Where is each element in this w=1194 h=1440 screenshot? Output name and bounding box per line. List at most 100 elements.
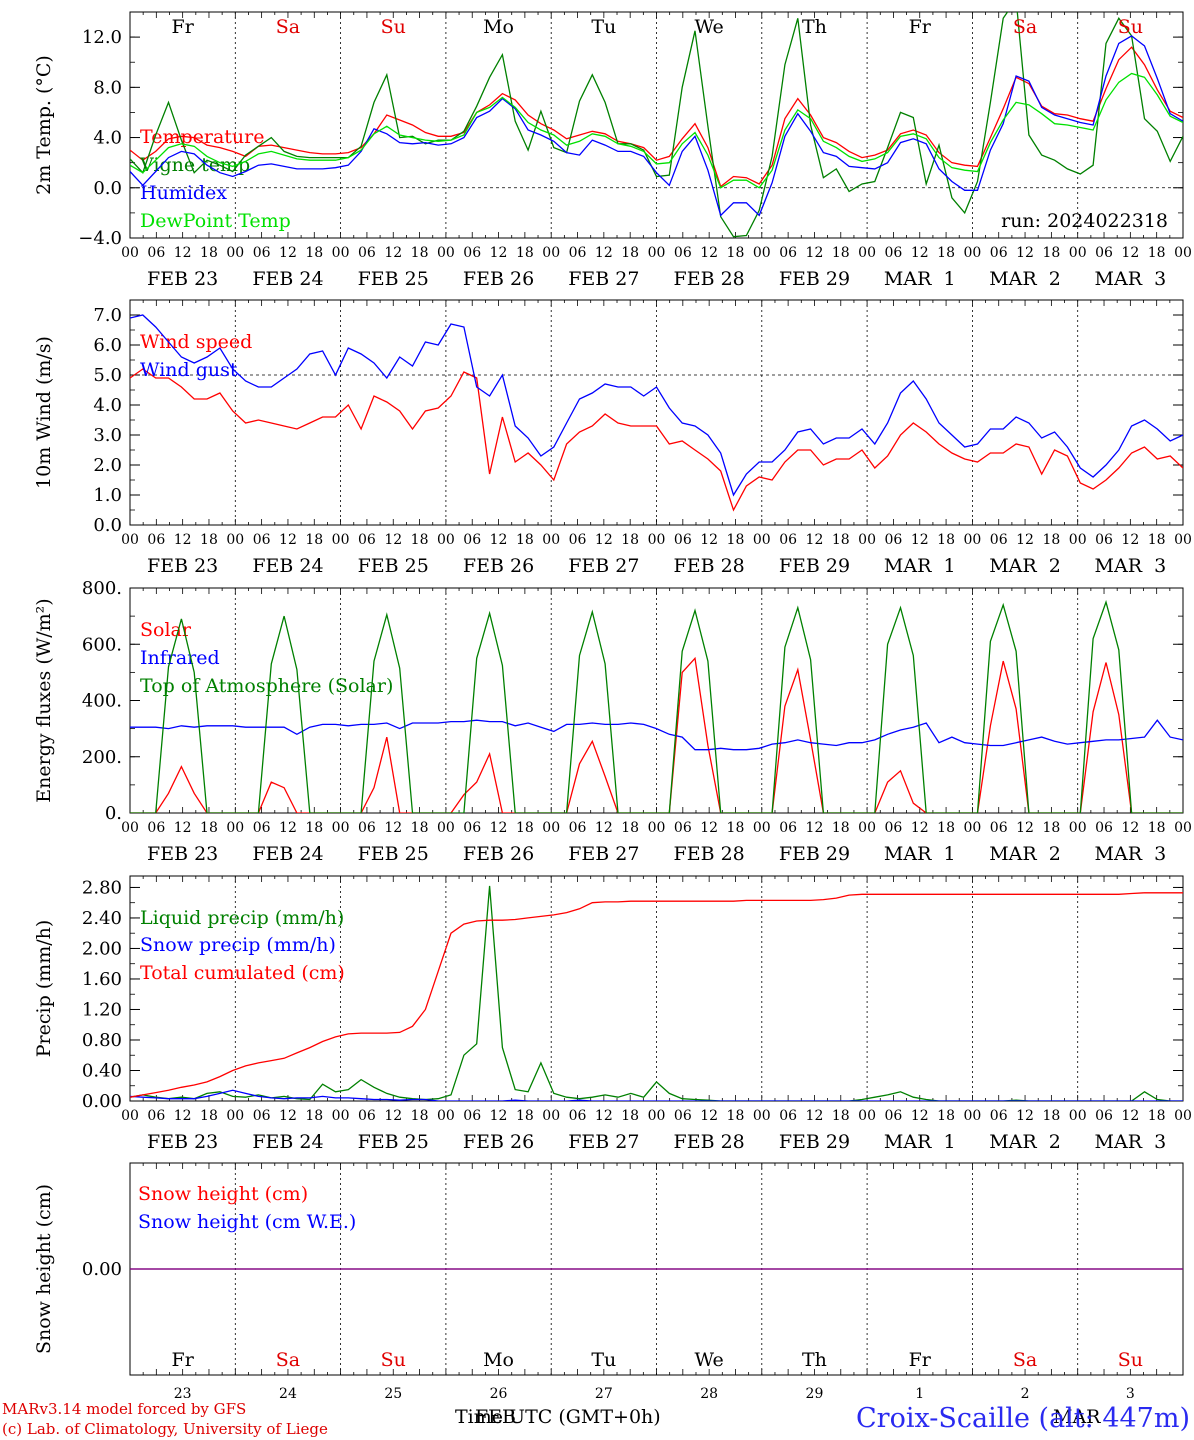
weekday-label: Mo bbox=[483, 1349, 514, 1371]
y-tick-label: 4.0 bbox=[93, 128, 122, 149]
hour-tick-label: 18 bbox=[937, 820, 955, 836]
y-tick-label: 2.40 bbox=[82, 908, 122, 929]
series-line-wind-gust bbox=[130, 314, 1183, 497]
hour-tick-label: 00 bbox=[121, 1108, 139, 1124]
hour-tick-label: 18 bbox=[621, 245, 639, 261]
hour-tick-label: 00 bbox=[121, 820, 139, 836]
day-label: MAR 2 bbox=[989, 843, 1061, 865]
hour-tick-label: 06 bbox=[147, 245, 165, 261]
hour-tick-label: 06 bbox=[674, 532, 692, 548]
hour-tick-label: 00 bbox=[753, 1108, 771, 1124]
hour-tick-label: 06 bbox=[463, 820, 481, 836]
hour-tick-label: 18 bbox=[832, 1108, 850, 1124]
hour-tick-label: 00 bbox=[1174, 1108, 1192, 1124]
hour-tick-label: 00 bbox=[542, 245, 560, 261]
hour-tick-label: 00 bbox=[1174, 820, 1192, 836]
hour-tick-label: 06 bbox=[885, 245, 903, 261]
hour-tick-label: 18 bbox=[1042, 245, 1060, 261]
y-axis-title: 2m Temp. (°C) bbox=[33, 55, 55, 195]
day-number-label: 1 bbox=[915, 1386, 924, 1402]
y-tick-label: 1.20 bbox=[82, 999, 122, 1020]
hour-tick-label: 18 bbox=[937, 245, 955, 261]
hour-tick-label: 12 bbox=[595, 532, 613, 548]
hour-tick-label: 06 bbox=[463, 1108, 481, 1124]
hour-tick-label: 12 bbox=[174, 820, 192, 836]
day-label: FEB 24 bbox=[252, 843, 323, 865]
y-tick-label: 4.0 bbox=[93, 395, 122, 416]
legend-entry: Snow height (cm) bbox=[138, 1183, 308, 1205]
hour-tick-label: 06 bbox=[779, 820, 797, 836]
day-label: FEB 28 bbox=[674, 1131, 745, 1153]
hour-tick-label: 18 bbox=[621, 1108, 639, 1124]
weekday-label: Fr bbox=[909, 1349, 932, 1371]
series-line-vigne-temp bbox=[130, 12, 1183, 238]
day-label: MAR 3 bbox=[1095, 1131, 1167, 1153]
hour-tick-label: 12 bbox=[174, 245, 192, 261]
hour-tick-label: 18 bbox=[516, 820, 534, 836]
panel-4: 0.00 0.40 0.80 1.20 1.60 2.00 2.40 2.80 Precip (… bbox=[33, 875, 1192, 1153]
hour-tick-label: 12 bbox=[1016, 1108, 1034, 1124]
legend-entry: Infrared bbox=[140, 647, 220, 669]
legend-entry: Liquid precip (mm/h) bbox=[140, 907, 344, 929]
hour-tick-label: 12 bbox=[911, 1108, 929, 1124]
hour-tick-label: 12 bbox=[174, 532, 192, 548]
hour-tick-label: 00 bbox=[1174, 532, 1192, 548]
hour-tick-label: 12 bbox=[1121, 820, 1139, 836]
day-label: MAR 1 bbox=[884, 1131, 956, 1153]
hour-tick-label: 00 bbox=[437, 820, 455, 836]
day-label: FEB 26 bbox=[463, 268, 534, 290]
credit-line-1: MARv3.14 model forced by GFS bbox=[2, 1400, 246, 1418]
legend-entry: Snow height (cm W.E.) bbox=[138, 1211, 356, 1233]
weekday-label: We bbox=[695, 1349, 724, 1371]
time-axis-label: Time UTC (GMT+0h) bbox=[455, 1406, 661, 1428]
hour-tick-label: 18 bbox=[200, 532, 218, 548]
legend-entry: Vigne temp bbox=[139, 154, 250, 176]
series-line-top-of-atmosphere-solar- bbox=[130, 599, 1183, 813]
hour-tick-label: 18 bbox=[200, 245, 218, 261]
hour-tick-label: 18 bbox=[1148, 532, 1166, 548]
weekday-label: We bbox=[695, 16, 724, 38]
hour-tick-label: 12 bbox=[911, 532, 929, 548]
y-tick-label: 400. bbox=[82, 691, 122, 712]
y-tick-label: 0.00 bbox=[82, 1259, 122, 1280]
y-tick-label: 1.0 bbox=[93, 485, 122, 506]
hour-tick-label: 12 bbox=[1016, 245, 1034, 261]
hour-tick-label: 00 bbox=[1069, 820, 1087, 836]
hour-tick-label: 12 bbox=[806, 532, 824, 548]
y-tick-label: 8.0 bbox=[93, 77, 122, 98]
y-tick-label: 5.0 bbox=[93, 365, 122, 386]
hour-tick-label: 06 bbox=[569, 820, 587, 836]
hour-tick-label: 12 bbox=[1121, 245, 1139, 261]
hour-tick-label: 06 bbox=[569, 532, 587, 548]
legend-entry: Solar bbox=[140, 619, 192, 641]
hour-tick-label: 18 bbox=[411, 820, 429, 836]
day-label: MAR 3 bbox=[1095, 843, 1167, 865]
hour-tick-label: 00 bbox=[963, 820, 981, 836]
hour-tick-label: 06 bbox=[253, 532, 271, 548]
hour-tick-label: 06 bbox=[463, 532, 481, 548]
y-tick-label: 0.40 bbox=[82, 1060, 122, 1081]
series-line-wind-speed bbox=[130, 368, 1183, 512]
hour-tick-label: 06 bbox=[569, 1108, 587, 1124]
hour-tick-label: 00 bbox=[226, 1108, 244, 1124]
hour-tick-label: 00 bbox=[963, 1108, 981, 1124]
y-tick-label: 2.0 bbox=[93, 455, 122, 476]
day-number-label: 25 bbox=[384, 1386, 402, 1402]
day-label: FEB 23 bbox=[147, 843, 218, 865]
day-number-label: 24 bbox=[279, 1386, 297, 1402]
hour-tick-label: 12 bbox=[595, 245, 613, 261]
hour-tick-label: 18 bbox=[1042, 820, 1060, 836]
day-label: FEB 26 bbox=[463, 1131, 534, 1153]
y-tick-label: 0.80 bbox=[82, 1030, 122, 1051]
hour-tick-label: 12 bbox=[1016, 532, 1034, 548]
y-axis-title: Precip (mm/h) bbox=[33, 920, 55, 1058]
hour-tick-label: 12 bbox=[700, 1108, 718, 1124]
hour-tick-label: 00 bbox=[753, 532, 771, 548]
legend-entry: Top of Atmosphere (Solar) bbox=[140, 675, 393, 697]
hour-tick-label: 12 bbox=[595, 820, 613, 836]
hour-tick-label: 18 bbox=[727, 532, 745, 548]
hour-tick-label: 06 bbox=[253, 820, 271, 836]
run-label: run: 2024022318 bbox=[1001, 210, 1168, 232]
weekday-label: Th bbox=[802, 1349, 827, 1371]
hour-tick-label: 06 bbox=[885, 532, 903, 548]
